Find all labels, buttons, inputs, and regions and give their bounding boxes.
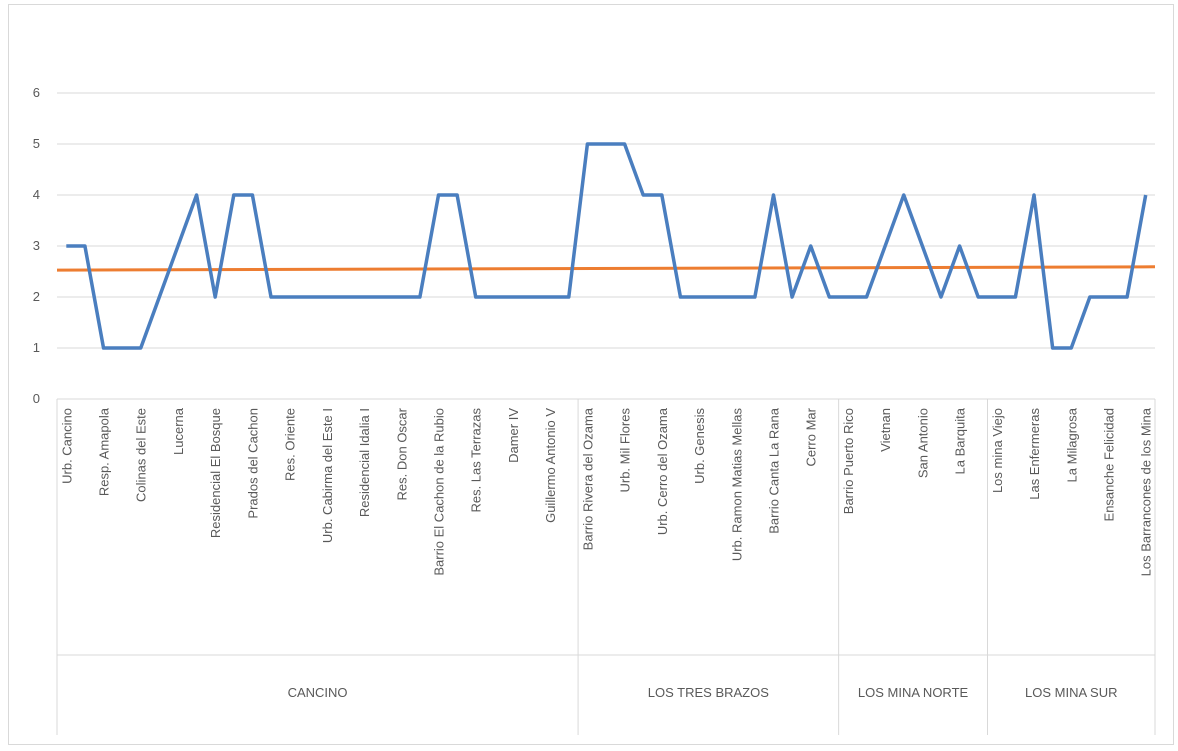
x-tick-label: Las Enfermeras <box>1027 408 1042 500</box>
data-line <box>66 142 1148 350</box>
x-tick-label: Residencial El Bosque <box>208 408 223 538</box>
x-tick-label: Urb. Cancino <box>59 408 74 484</box>
x-tick-label: La Milagrosa <box>1064 407 1079 482</box>
x-tick-label: Barrio Puerto Rico <box>841 408 856 514</box>
group-label: LOS MINA SUR <box>1025 685 1117 700</box>
x-tick-label: Urb. Genesis <box>692 408 707 484</box>
x-tick-label: Barrio El Cachon de la Rubio <box>432 408 447 576</box>
x-tick-label: Res. Oriente <box>283 408 298 481</box>
x-tick-label: Res. Don Oscar <box>394 407 409 500</box>
y-tick-label: 1 <box>33 340 40 355</box>
group-label: CANCINO <box>288 685 348 700</box>
y-tick-label: 4 <box>33 187 40 202</box>
x-tick-label: La Barquita <box>953 407 968 474</box>
y-tick-label: 6 <box>33 85 40 100</box>
x-tick-label: Urb. Ramon Matias Mellas <box>729 408 744 562</box>
y-tick-label: 2 <box>33 289 40 304</box>
x-tick-label: Cerro Mar <box>804 407 819 466</box>
x-tick-label: Ensanche Felicidad <box>1101 408 1116 521</box>
x-tick-label: Damer IV <box>506 408 521 463</box>
x-tick-label: Guillermo Antonio V <box>543 408 558 523</box>
y-tick-label: 0 <box>33 391 40 406</box>
x-tick-label: Vietnan <box>878 408 893 452</box>
group-label: LOS TRES BRAZOS <box>648 685 769 700</box>
x-tick-label: Barrio Canta La Rana <box>766 407 781 534</box>
chart-frame <box>8 4 1174 745</box>
x-tick-label: Residencial Idalia I <box>357 408 372 517</box>
y-tick-label: 5 <box>33 136 40 151</box>
y-tick-label: 3 <box>33 238 40 253</box>
x-tick-label: Urb. Mil Flores <box>618 408 633 493</box>
x-tick-label: Urb. Cerro del Ozama <box>655 407 670 535</box>
x-tick-label: Urb. Cabirma del Este I <box>320 408 335 543</box>
trendline <box>56 265 1156 272</box>
x-tick-label: Res. Las Terrazas <box>469 408 484 513</box>
x-tick-label: San Antonio <box>915 408 930 478</box>
x-tick-label: Prados del Cachon <box>245 408 260 519</box>
x-tick-label: Resp. Amapola <box>97 407 112 496</box>
x-tick-label: Lucerna <box>171 407 186 455</box>
x-tick-label: Los mina Viejo <box>990 408 1005 493</box>
group-label: LOS MINA NORTE <box>858 685 969 700</box>
x-tick-label: Colinas del Este <box>134 408 149 502</box>
x-tick-label: Los Barrancones de los Mina <box>1139 407 1154 576</box>
x-tick-label: Barrio Rivera del Ozama <box>580 407 595 550</box>
